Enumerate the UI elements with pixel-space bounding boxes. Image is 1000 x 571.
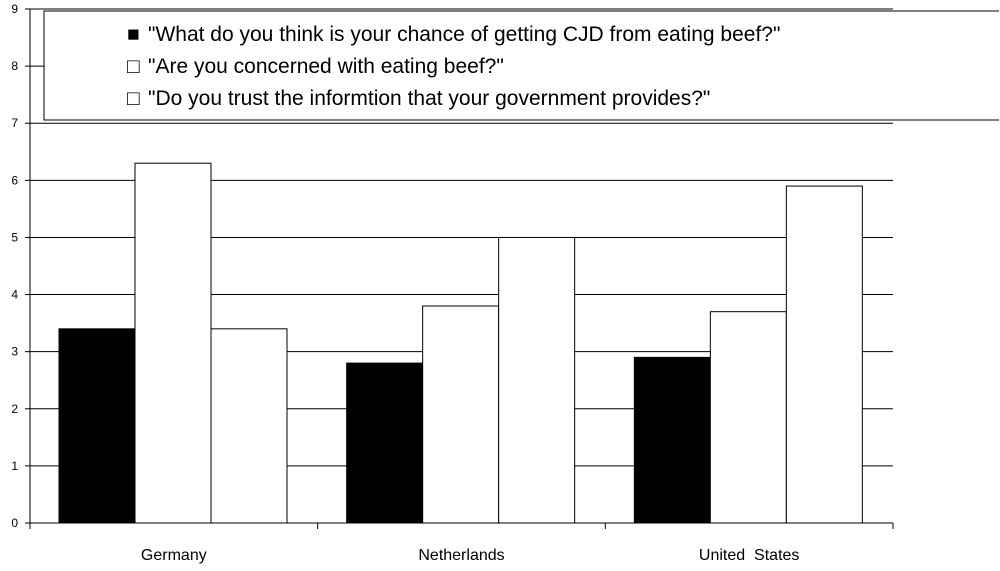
bar-series1-0	[58, 328, 136, 524]
legend-marker-3: □	[127, 87, 140, 110]
legend-marker-2: □	[127, 55, 140, 78]
x-tick-label-1: Netherlands	[418, 547, 504, 564]
y-tick-label-5: 5	[11, 230, 18, 244]
bar-series2-2	[709, 311, 787, 524]
legend-box	[43, 10, 999, 121]
y-tick-label-2: 2	[11, 402, 18, 416]
legend-label-1: "What do you think is your chance of get…	[148, 23, 780, 46]
x-tick-label-2: United States	[699, 547, 800, 564]
bar-series1-2	[633, 356, 711, 524]
legend-marker-1: ■	[127, 23, 140, 46]
y-tick-label-4: 4	[11, 288, 18, 302]
axes: 0 1 2 3 4 5 6 7 8 9 Germany Netherlands United State…	[11, 2, 894, 564]
x-tick-label-0: Germany	[141, 547, 207, 564]
bar-series3-0	[210, 328, 288, 524]
y-tick-label-0: 0	[11, 516, 18, 530]
bar-series3-2	[785, 185, 863, 524]
y-tick-label-3: 3	[11, 345, 18, 359]
legend: ■ "What do you think is your chance of ge…	[43, 10, 999, 121]
y-tick-label-7: 7	[11, 116, 18, 130]
legend-label-2: "Are you concerned with eating beef?"	[148, 55, 504, 78]
bars	[58, 162, 863, 524]
bar-series2-0	[134, 162, 212, 524]
y-tick-label-6: 6	[11, 173, 18, 187]
bar-series1-1	[346, 362, 424, 524]
y-tick-label-8: 8	[11, 59, 18, 73]
y-tick-label-1: 1	[11, 459, 18, 473]
bar-series2-1	[422, 305, 500, 524]
bar-series3-1	[498, 236, 576, 524]
legend-label-3: "Do you trust the informtion that your g…	[148, 87, 710, 110]
y-tick-label-9: 9	[11, 2, 18, 16]
